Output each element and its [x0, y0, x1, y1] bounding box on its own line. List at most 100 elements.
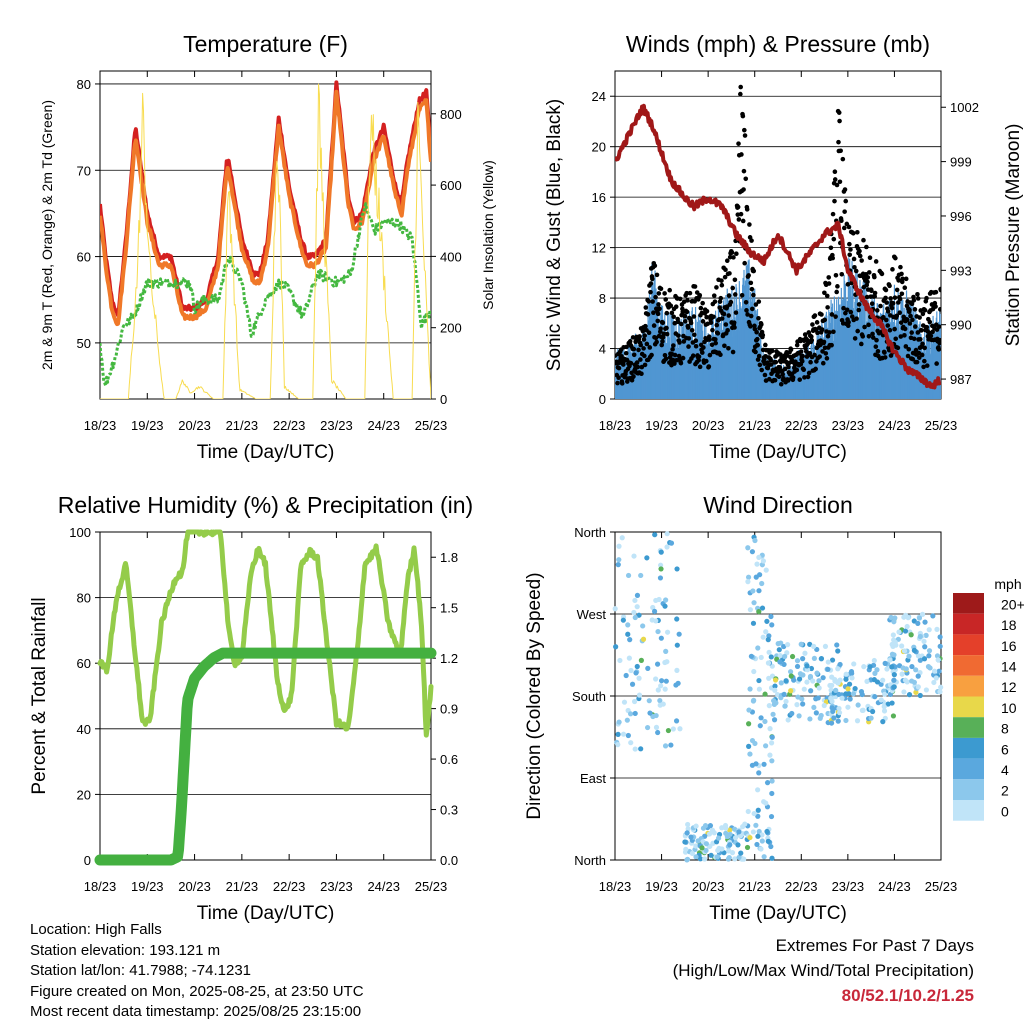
gust-point	[690, 353, 696, 358]
gust-point	[912, 324, 918, 329]
temperature-xtick-label: 20/23	[178, 418, 211, 433]
gust-point	[682, 314, 688, 319]
direction-point	[620, 731, 627, 737]
direction-point	[909, 663, 915, 670]
gust-point	[688, 320, 694, 326]
direction-point	[890, 632, 896, 638]
winds-ytick-label: 16	[592, 190, 606, 205]
gust-point	[848, 309, 854, 315]
direction-point	[685, 826, 691, 832]
gust-point	[656, 302, 661, 307]
direction-point	[647, 710, 653, 716]
gust-point	[712, 299, 718, 304]
direction-point	[817, 715, 823, 721]
gust-point	[840, 156, 846, 162]
gust-point	[873, 259, 879, 264]
direction-point	[904, 623, 910, 630]
gust-point	[723, 267, 728, 273]
gust-point	[837, 118, 842, 124]
direction-point	[657, 575, 664, 581]
gust-point	[743, 176, 749, 182]
gust-point	[717, 299, 723, 304]
direction-point	[772, 683, 778, 689]
direction-point	[890, 713, 897, 719]
gust-point	[836, 139, 841, 145]
direction-point	[715, 835, 722, 841]
direction-point	[747, 686, 753, 692]
gust-point	[814, 320, 820, 325]
direction-point	[632, 710, 638, 717]
speed-legend-swatch	[953, 758, 984, 780]
gust-point	[897, 296, 903, 302]
humidity-xlabel: Time (Day/UTC)	[197, 903, 335, 924]
direction-point	[878, 697, 884, 703]
temperature-chart: Temperature (F) Time (Day/UTC) 18/23 19/23 2…	[39, 31, 496, 463]
speed-legend-label: 12	[1001, 679, 1017, 695]
direction-point	[751, 697, 757, 703]
winds-ytick-label: 12	[592, 241, 606, 256]
gust-point	[830, 211, 836, 217]
gust-point	[910, 317, 915, 323]
direction-point	[794, 663, 801, 670]
gust-point	[738, 91, 743, 97]
direction-point	[761, 761, 767, 767]
gust-point	[902, 326, 908, 332]
direction-point	[769, 758, 775, 764]
winds-y2tick-label: 1002	[950, 100, 979, 115]
direction-point	[789, 710, 795, 717]
direction-point	[778, 680, 784, 686]
gust-point	[836, 110, 842, 115]
direction-point	[766, 703, 772, 709]
gust-point	[700, 300, 705, 306]
gust-point	[898, 264, 903, 270]
gust-point	[753, 349, 758, 355]
gust-point	[650, 299, 655, 304]
direction-point	[768, 813, 775, 820]
direction-point	[804, 667, 811, 673]
gust-point	[813, 366, 818, 372]
gust-point	[768, 362, 774, 367]
gust-point	[709, 342, 715, 348]
direction-point	[665, 727, 672, 734]
direction-point	[891, 652, 897, 658]
gust-point	[734, 251, 739, 257]
gust-point	[859, 341, 864, 347]
direction-point	[769, 778, 775, 784]
direction-point	[749, 549, 756, 555]
gust-point	[744, 308, 749, 313]
direction-point	[788, 688, 794, 694]
gust-point	[866, 270, 872, 275]
gust-point	[711, 293, 717, 298]
wind_direction-ytick-label: South	[572, 689, 606, 704]
gust-point	[907, 307, 912, 313]
wind_direction-xtick-label: 23/23	[832, 879, 865, 894]
gust-point	[879, 271, 885, 277]
direction-point	[748, 653, 755, 659]
gust-point	[686, 344, 691, 349]
gust-point	[721, 311, 727, 317]
gust-point	[874, 308, 880, 313]
gust-point	[894, 313, 900, 319]
direction-point	[783, 678, 789, 684]
gust-point	[833, 272, 839, 278]
direction-point	[653, 618, 659, 624]
gust-point	[918, 336, 923, 342]
direction-point	[653, 724, 660, 730]
direction-point	[777, 659, 783, 665]
gust-point	[776, 374, 782, 380]
direction-point	[796, 713, 802, 719]
gust-point	[740, 218, 746, 224]
gust-point	[902, 333, 907, 338]
gust-point	[894, 287, 900, 293]
direction-point	[757, 572, 763, 578]
direction-point	[763, 567, 769, 573]
gust-point	[826, 281, 832, 286]
gust-point	[829, 312, 835, 317]
direction-point	[835, 666, 841, 672]
gust-point	[870, 331, 875, 337]
winds-chart: Winds (mph) & Pressure (mb) Time (Day/UTC…	[544, 31, 1024, 463]
direction-point	[638, 746, 644, 752]
direction-point	[899, 643, 905, 649]
direction-point	[664, 531, 670, 537]
direction-point	[636, 692, 643, 698]
